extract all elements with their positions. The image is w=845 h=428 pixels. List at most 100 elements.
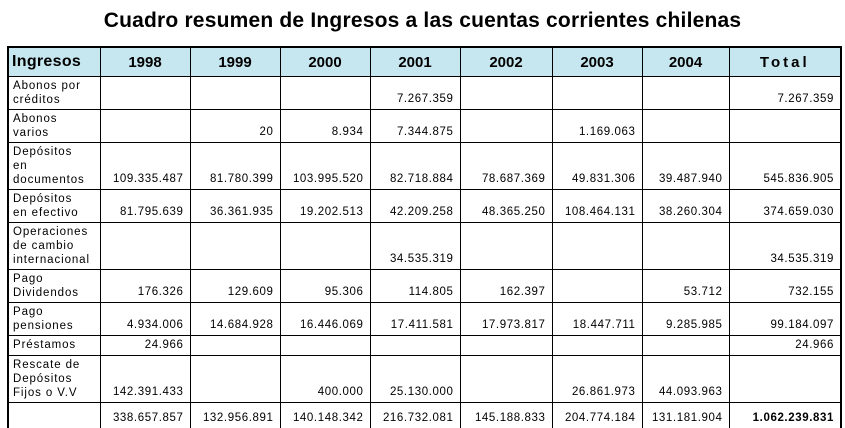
total-cell: [728, 109, 842, 143]
value-cell-2003: 204.774.184: [551, 402, 643, 428]
table-row: Pago Dividendos 176.326 129.609 95.306 114.8…: [7, 269, 842, 303]
total-cell: [728, 355, 842, 403]
value-cell-2003: 108.464.131: [551, 189, 643, 223]
column-header-2004: 2004: [641, 46, 730, 77]
value-cell-2000: 95.306: [279, 269, 371, 303]
column-header-2003: 2003: [551, 46, 643, 77]
value-cell-2003: [551, 269, 643, 303]
value-cell-1998: [99, 109, 191, 143]
table-row: Depósitos en efectivo 81.795.639 36.361.93…: [7, 189, 842, 223]
value-cell-2004: 44.093.963: [641, 355, 730, 403]
row-label: Depósitos en documentos: [7, 142, 101, 190]
row-label: [7, 402, 101, 428]
value-cell-1999: [189, 222, 281, 270]
value-cell-2000: 400.000: [279, 355, 371, 403]
row-label: Abonos varios: [7, 109, 101, 143]
value-cell-2001: 216.732.081: [369, 402, 461, 428]
value-cell-2001: 25.130.000: [369, 355, 461, 403]
value-cell-2004: [641, 222, 730, 270]
value-cell-2000: 8.934: [279, 109, 371, 143]
value-cell-2003: [551, 76, 643, 110]
value-cell-1998: 81.795.639: [99, 189, 191, 223]
value-cell-1998: [99, 76, 191, 110]
value-cell-2004: 9.285.985: [641, 302, 730, 336]
value-cell-2002: 78.687.369: [459, 142, 553, 190]
total-cell: 545.836.905: [728, 142, 842, 190]
row-label: Operaciones de cambio internacional: [7, 222, 101, 270]
row-label: Préstamos: [7, 335, 101, 356]
value-cell-2004: [641, 76, 730, 110]
row-label: Depósitos en efectivo: [7, 189, 101, 223]
value-cell-2004: [641, 335, 730, 356]
value-cell-2003: [551, 335, 643, 356]
value-cell-2004: 39.487.940: [641, 142, 730, 190]
value-cell-2000: 16.446.069: [279, 302, 371, 336]
value-cell-2001: 82.718.884: [369, 142, 461, 190]
table-row: Abonos varios 20 8.934 7.344.875 1.169.063: [7, 109, 842, 143]
value-cell-2003: 1.169.063: [551, 109, 643, 143]
page-title: Cuadro resumen de Ingresos a las cuentas…: [103, 9, 742, 32]
row-label: Pago pensiones: [7, 302, 101, 336]
value-cell-1999: 14.684.928: [189, 302, 281, 336]
value-cell-2001: 17.411.581: [369, 302, 461, 336]
value-cell-2000: 140.148.342: [279, 402, 371, 428]
value-cell-2004: 53.712: [641, 269, 730, 303]
table-row: Pago pensiones 4.934.006 14.684.928 16.446.…: [7, 302, 842, 336]
value-cell-2002: 145.188.833: [459, 402, 553, 428]
row-label: Pago Dividendos: [7, 269, 101, 303]
total-cell: 34.535.319: [728, 222, 842, 270]
total-cell: 24.966: [728, 335, 842, 356]
value-cell-2002: [459, 222, 553, 270]
value-cell-1999: [189, 355, 281, 403]
summary-row: 338.657.857 132.956.891 140.148.342 216.732…: [7, 402, 842, 428]
value-cell-2001: 34.535.319: [369, 222, 461, 270]
total-cell: 7.267.359: [728, 76, 842, 110]
value-cell-2002: [459, 335, 553, 356]
column-header-2000: 2000: [279, 46, 371, 77]
total-cell: 1.062.239.831: [728, 402, 842, 428]
value-cell-2003: 49.831.306: [551, 142, 643, 190]
value-cell-1998: 4.934.006: [99, 302, 191, 336]
ingresos-table: Ingresos 1998 1999 2000 2001 2002 2003 2004 Tota…: [7, 46, 842, 428]
value-cell-1998: 24.966: [99, 335, 191, 356]
value-cell-2002: [459, 76, 553, 110]
value-cell-2003: 26.861.973: [551, 355, 643, 403]
value-cell-1999: [189, 76, 281, 110]
total-cell: 99.184.097: [728, 302, 842, 336]
value-cell-1999: 132.956.891: [189, 402, 281, 428]
row-label: Abonos por créditos: [7, 76, 101, 110]
value-cell-1999: [189, 335, 281, 356]
value-cell-2003: 18.447.711: [551, 302, 643, 336]
value-cell-1998: 176.326: [99, 269, 191, 303]
value-cell-2003: [551, 222, 643, 270]
value-cell-1999: 129.609: [189, 269, 281, 303]
value-cell-2002: [459, 109, 553, 143]
value-cell-2004: 131.181.904: [641, 402, 730, 428]
total-cell: 374.659.030: [728, 189, 842, 223]
table-row: Depósitos en documentos 109.335.487 81.780…: [7, 142, 842, 190]
column-header-2002: 2002: [459, 46, 553, 77]
value-cell-2000: 103.995.520: [279, 142, 371, 190]
column-header-2001: 2001: [369, 46, 461, 77]
table-row: Operaciones de cambio internacional 34.53…: [7, 222, 842, 270]
value-cell-2000: 19.202.513: [279, 189, 371, 223]
table-row: Abonos por créditos 7.267.359 7.267.359: [7, 76, 842, 110]
value-cell-1999: 36.361.935: [189, 189, 281, 223]
value-cell-2001: 42.209.258: [369, 189, 461, 223]
value-cell-2000: [279, 222, 371, 270]
value-cell-2001: 114.805: [369, 269, 461, 303]
value-cell-2004: [641, 109, 730, 143]
column-header-1998: 1998: [99, 46, 191, 77]
value-cell-2001: 7.344.875: [369, 109, 461, 143]
value-cell-1998: 338.657.857: [99, 402, 191, 428]
value-cell-2002: [459, 355, 553, 403]
value-cell-1998: [99, 222, 191, 270]
column-header-ingresos: Ingresos: [7, 46, 101, 77]
table-row: Rescate de Depósitos Fijos o V.V 142.391.…: [7, 355, 842, 403]
value-cell-2002: 17.973.817: [459, 302, 553, 336]
column-header-1999: 1999: [189, 46, 281, 77]
value-cell-2004: 38.260.304: [641, 189, 730, 223]
value-cell-2001: 7.267.359: [369, 76, 461, 110]
value-cell-2000: [279, 76, 371, 110]
value-cell-1998: 109.335.487: [99, 142, 191, 190]
